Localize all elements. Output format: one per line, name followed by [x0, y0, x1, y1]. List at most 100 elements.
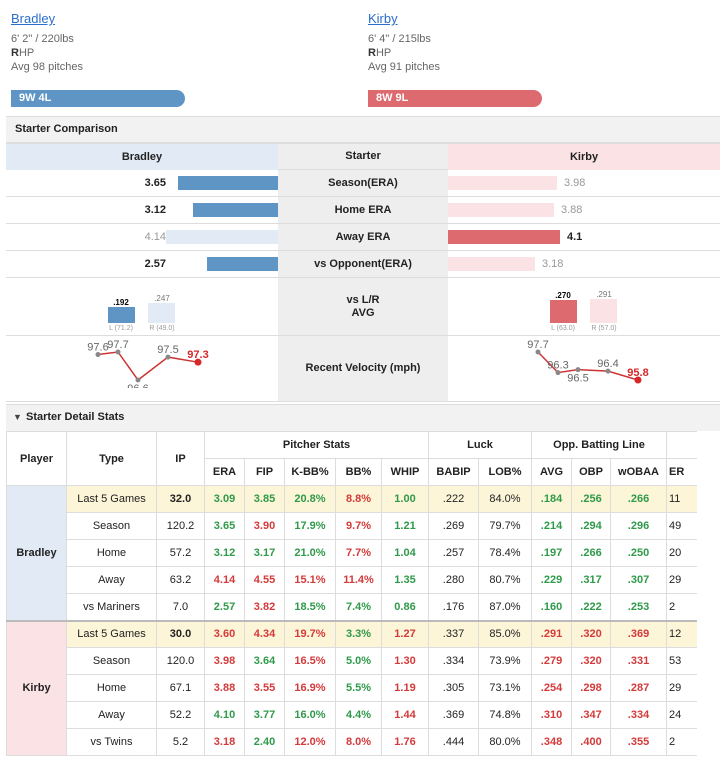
away-pitcher-meta: 6' 4" / 215lbs RHP Avg 91 pitches — [368, 32, 440, 74]
stat-cell: 12 — [666, 619, 697, 648]
comparison-left-value: 3.65 — [144, 177, 166, 189]
comparison-left-value: 4.14 — [144, 231, 166, 243]
stat-cell: .269 — [428, 512, 479, 540]
velocity-point — [575, 367, 581, 373]
stat-cell: 11.4% — [335, 566, 382, 594]
stat-cell: .222 — [428, 485, 479, 513]
table-row: Away 52.2 4.10 3.77 16.0% 4.4% 1.44.369 74.8% .3… — [7, 701, 697, 729]
stat-cell: .331 — [610, 647, 667, 675]
stat-cell: 8.8% — [335, 485, 382, 513]
type-cell: Home — [66, 539, 157, 567]
lr-label: vs L/R AVG — [278, 278, 448, 335]
velocity-label: 97.5 — [157, 344, 178, 356]
home-pitcher-link[interactable]: Bradley — [11, 11, 56, 26]
comparison-label: Season(ERA) — [278, 170, 448, 196]
stat-cell: 1.44 — [381, 701, 429, 729]
stat-cell: 53 — [666, 647, 697, 675]
away-pitcher-link[interactable]: Kirby — [368, 11, 398, 26]
velocity-label: 97.3 — [187, 349, 208, 361]
table-row: Season 120.2 3.65 3.90 17.9% 9.7% 1.21.269 79.7… — [7, 512, 697, 540]
away-lr-split-chart: .270 .291 L (63.0) R (57.0) — [550, 290, 617, 332]
stat-cell: .222 — [571, 593, 611, 621]
away-lr-val-l: .270 — [555, 291, 571, 300]
velocity-label: 97.7 — [527, 339, 548, 351]
table-row: Kirby Last 5 Games 30.0 3.60 4.34 19.7% 3.3% 1.… — [6, 619, 697, 756]
stat-cell: 17.9% — [284, 512, 336, 540]
type-cell: vs Twins — [66, 728, 157, 756]
stat-cell: .280 — [428, 566, 479, 594]
home-pitcher-meta: 6' 2" / 220lbs RHP Avg 98 pitches — [11, 32, 83, 74]
velocity-label: 96.6 — [127, 383, 148, 388]
stat-cell: 1.27 — [381, 619, 429, 648]
th-luck: Luck — [428, 431, 532, 459]
stat-cell: 2.57 — [204, 593, 245, 621]
type-cell: Home — [66, 674, 157, 702]
home-avg-pitches: Avg 98 pitches — [11, 61, 83, 73]
away-lr-bar-l — [550, 300, 577, 323]
stat-cell: 3.98 — [204, 647, 245, 675]
stat-cell: .266 — [571, 539, 611, 567]
comparison-label: vs Opponent(ERA) — [278, 251, 448, 277]
stat-cell: .253 — [610, 593, 667, 621]
stat-cell: 8.0% — [335, 728, 382, 756]
home-lr-split-chart: .192 .247 L (71.2) R (49.0) — [108, 294, 175, 332]
stat-cell: .369 — [428, 701, 479, 729]
th-col: WHIP — [381, 458, 429, 486]
comparison-lr-row: vs L/R AVG .192 .247 L (71.2) R (49.0) .2… — [6, 278, 720, 336]
comparison-left-head: Bradley — [6, 144, 278, 170]
comparison-row: 2.57 vs Opponent(ERA) 3.18 — [6, 251, 720, 278]
table-row: Season 120.0 3.98 3.64 16.5% 5.0% 1.30.334 73.9… — [7, 647, 697, 675]
velocity-point — [115, 349, 121, 355]
stat-cell: 3.82 — [244, 593, 285, 621]
stat-cell: 20.8% — [284, 485, 336, 513]
comparison-left-bar — [166, 230, 278, 244]
th-pitcher-stats: Pitcher Stats — [204, 431, 429, 459]
stat-cell: 4.14 — [204, 566, 245, 594]
velocity-point — [194, 358, 202, 366]
home-size: 6' 2" / 220lbs — [11, 33, 74, 45]
comparison-left-bar — [178, 176, 278, 190]
stat-cell: 19.7% — [284, 619, 336, 648]
stat-cell: 24 — [666, 701, 697, 729]
stat-cell: 1.19 — [381, 674, 429, 702]
stat-cell: .176 — [428, 593, 479, 621]
collapse-triangle-icon[interactable]: ▼ — [13, 412, 22, 422]
type-cell: Last 5 Games — [66, 485, 157, 513]
stat-cell: 80.0% — [478, 728, 532, 756]
comparison-right-bar — [448, 257, 535, 271]
ip-cell: 52.2 — [156, 701, 205, 729]
player-name-cell: Bradley — [6, 485, 67, 621]
comparison-head-row: Bradley Starter Kirby — [6, 144, 720, 170]
comparison-row: 3.12 Home ERA 3.88 — [6, 197, 720, 224]
th-player: Player — [6, 431, 67, 486]
type-cell: Away — [66, 566, 157, 594]
stat-cell: 3.65 — [204, 512, 245, 540]
comparison-right-bar — [448, 230, 560, 244]
away-lr-bar-r — [590, 299, 617, 323]
stat-cell: 1.76 — [381, 728, 429, 756]
comparison-left-value: 2.57 — [144, 258, 166, 270]
stat-cell: 29 — [666, 674, 697, 702]
th-opp-batting: Opp. Batting Line — [531, 431, 667, 459]
ip-cell: 57.2 — [156, 539, 205, 567]
stat-cell: 5.5% — [335, 674, 382, 702]
comparison-right-bar — [448, 176, 557, 190]
stat-cell: 12.0% — [284, 728, 336, 756]
stat-cell: .355 — [610, 728, 667, 756]
velocity-point — [634, 376, 642, 384]
stat-cell: 85.0% — [478, 619, 532, 648]
starter-detail-header[interactable]: ▼ Starter Detail Stats — [6, 404, 720, 431]
type-cell: Away — [66, 701, 157, 729]
ip-cell: 120.2 — [156, 512, 205, 540]
table-row: Home 67.1 3.88 3.55 16.9% 5.5% 1.19.305 73.1% .2… — [7, 674, 697, 702]
stat-cell: .197 — [531, 539, 572, 567]
ip-cell: 5.2 — [156, 728, 205, 756]
detail-stats-table: Player Type IP Pitcher Stats Luck Opp. B… — [6, 431, 697, 756]
stat-cell: 20 — [666, 539, 697, 567]
home-lr-sub-l: L (71.2) — [109, 325, 133, 332]
stat-cell: 1.00 — [381, 485, 429, 513]
stat-cell: 29 — [666, 566, 697, 594]
velocity-point — [605, 368, 611, 374]
away-lr-sub-l: L (63.0) — [551, 325, 575, 332]
comparison-right-value: 3.88 — [561, 204, 583, 216]
